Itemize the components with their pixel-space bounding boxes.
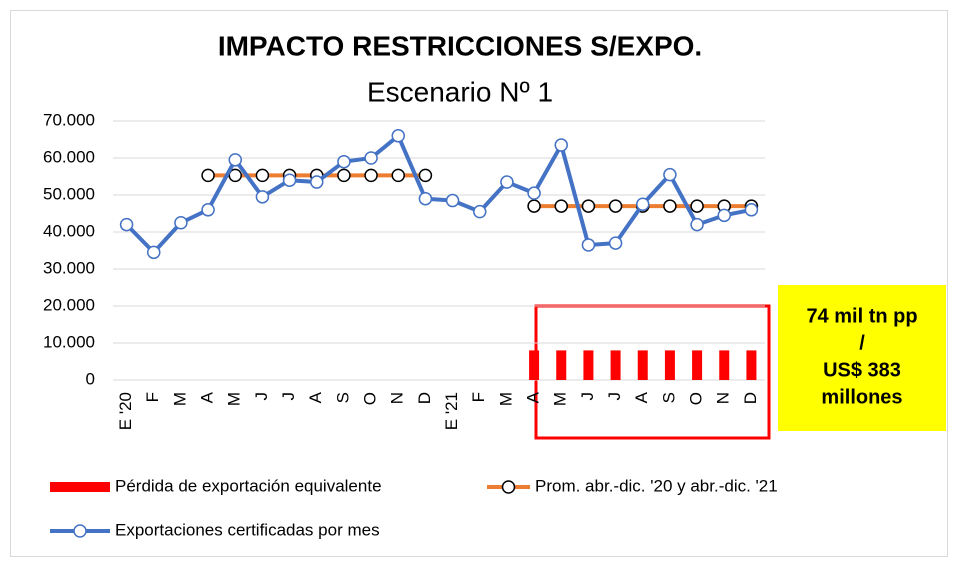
point: [255, 168, 270, 183]
point: [581, 199, 596, 213]
bar: [746, 350, 757, 380]
x-tick-label: M: [496, 392, 515, 406]
annotation-text: millones: [821, 386, 902, 408]
point: [119, 217, 134, 232]
legend-label: Exportaciones certificadas por mes: [115, 520, 380, 539]
bar: [719, 350, 730, 380]
point: [445, 193, 460, 208]
bar: [692, 350, 703, 380]
y-tick-label: 70.000: [43, 110, 95, 129]
legend-label: Pérdida de exportación equivalente: [115, 476, 382, 495]
bar: [583, 350, 594, 380]
x-tick-label: M: [225, 392, 244, 406]
point: [473, 204, 487, 219]
point: [581, 238, 596, 252]
y-tick-label: 10.000: [43, 332, 95, 351]
bar: [610, 350, 621, 380]
x-tick-label: J: [605, 392, 624, 401]
point: [663, 167, 677, 182]
x-tick-label: A: [632, 391, 651, 403]
x-tick-label: F: [469, 392, 488, 402]
point: [337, 168, 351, 183]
y-tick-label: 20.000: [43, 295, 95, 314]
chart-title: IMPACTO RESTRICCIONES S/EXPO.: [218, 30, 702, 61]
x-tick-label: O: [687, 392, 706, 405]
point: [391, 129, 405, 143]
x-tick-label: E '21: [442, 392, 461, 430]
x-tick-label: D: [415, 392, 434, 404]
legend-marker: [73, 524, 87, 538]
chart-border: [10, 10, 948, 557]
x-tick-label: M: [170, 392, 189, 406]
point: [608, 199, 623, 213]
x-tick-label: S: [333, 392, 352, 403]
point: [147, 245, 161, 260]
point: [527, 186, 541, 200]
x-tick-label: A: [306, 391, 325, 403]
x-tick-label: J: [578, 392, 597, 401]
point: [690, 217, 704, 232]
y-tick-label: 30.000: [43, 258, 95, 277]
y-tick-label: 0: [86, 369, 95, 388]
point: [554, 199, 568, 213]
point: [636, 197, 650, 211]
point: [391, 168, 405, 183]
point: [228, 168, 242, 183]
x-tick-label: M: [551, 392, 570, 406]
point: [418, 191, 433, 206]
point: [500, 175, 514, 189]
point: [201, 168, 215, 183]
point: [364, 151, 378, 165]
point: [554, 138, 568, 152]
point: [337, 154, 351, 169]
point: [717, 208, 731, 223]
chart-subtitle: Escenario Nº 1: [367, 76, 553, 107]
point: [744, 203, 759, 217]
x-tick-label: N: [388, 392, 407, 404]
bar: [637, 350, 648, 380]
x-tick-label: J: [279, 392, 298, 401]
x-tick-label: E '20: [116, 392, 135, 430]
point: [174, 216, 188, 230]
x-tick-label: N: [714, 392, 733, 404]
x-tick-label: S: [659, 392, 678, 403]
point: [228, 153, 242, 167]
annotation-text: US$ 383: [823, 359, 901, 381]
annotation-text: /: [859, 332, 865, 354]
point: [690, 199, 704, 213]
point: [608, 236, 623, 250]
point: [310, 175, 324, 189]
bar: [664, 350, 675, 380]
point: [255, 190, 270, 204]
point: [663, 199, 677, 213]
x-tick-label: J: [252, 392, 271, 401]
y-tick-label: 40.000: [43, 221, 95, 240]
x-tick-label: O: [361, 392, 380, 405]
point: [418, 168, 433, 183]
legend-marker: [501, 480, 516, 494]
x-tick-label: A: [198, 391, 217, 403]
legend-swatch: [50, 482, 110, 492]
bar: [556, 350, 567, 380]
x-tick-label: A: [524, 391, 543, 403]
point: [527, 199, 541, 213]
point: [282, 173, 297, 187]
annotation-text: 74 mil tn pp: [806, 305, 917, 327]
point: [201, 203, 215, 217]
point: [364, 168, 378, 183]
x-tick-label: F: [143, 392, 162, 402]
y-tick-label: 60.000: [43, 147, 95, 166]
x-tick-label: D: [741, 392, 760, 404]
y-tick-label: 50.000: [43, 184, 95, 203]
legend-label: Prom. abr.-dic. '20 y abr.-dic. '21: [535, 476, 778, 495]
annotation-box: [778, 285, 946, 431]
bar: [529, 350, 540, 380]
